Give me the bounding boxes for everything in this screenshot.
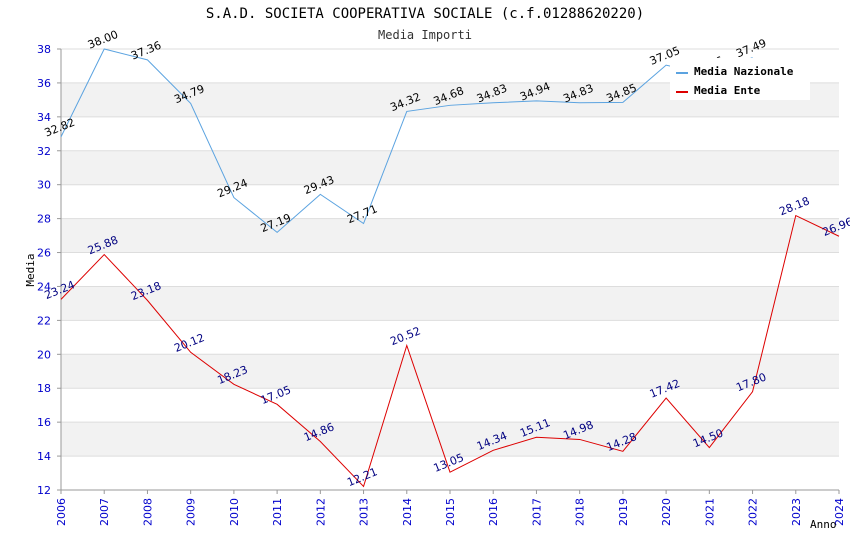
x-axis-ticks: 2006 2007 2008 2009 2010 2011 2012 2013 2014 2015… — [55, 490, 846, 526]
x-tick-label-2024: 2024 — [833, 498, 846, 526]
x-tick-label-2012: 2012 — [314, 498, 327, 526]
x-tick-label-2015: 2015 — [444, 498, 457, 526]
x-tick-label-2018: 2018 — [574, 498, 587, 526]
series-line-0 — [60, 48, 753, 234]
band-30 — [61, 150, 839, 185]
y-tick-label-34: 34 — [37, 111, 51, 124]
x-tick-label-2022: 2022 — [747, 498, 760, 526]
x-tick-label-2011: 2011 — [271, 498, 284, 526]
x-tick-label-2020: 2020 — [660, 498, 673, 526]
x-tick-label-2021: 2021 — [703, 498, 716, 526]
y-tick-label-20: 20 — [37, 348, 51, 361]
chart-subtitle: Media Importi — [378, 28, 472, 42]
x-tick-label-2010: 2010 — [228, 498, 241, 526]
x-tick-label-2013: 2013 — [358, 498, 371, 526]
y-tick-label-38: 38 — [37, 43, 51, 56]
band-26 — [61, 218, 839, 253]
x-tick-label-2016: 2016 — [487, 498, 500, 526]
x-tick-label-2023: 2023 — [790, 498, 803, 526]
x-tick-label-2019: 2019 — [617, 498, 630, 526]
legend-box — [670, 58, 810, 100]
y-axis-label: Media — [24, 253, 37, 286]
y-tick-label-22: 22 — [37, 314, 51, 327]
y-tick-label-18: 18 — [37, 382, 51, 395]
data-label-1-2014: 20.52 — [388, 324, 422, 348]
x-tick-label-2009: 2009 — [185, 498, 198, 526]
y-tick-label-26: 26 — [37, 247, 51, 260]
x-tick-label-2014: 2014 — [401, 498, 414, 526]
gridlines — [61, 48, 839, 491]
y-tick-label-36: 36 — [37, 77, 51, 90]
series-line-1 — [60, 214, 840, 488]
legend-label-ente: Media Ente — [694, 84, 761, 97]
x-tick-label-2007: 2007 — [98, 498, 111, 526]
data-label-0-2022: 37.49 — [734, 36, 768, 60]
band-18 — [61, 354, 839, 389]
y-tick-label-30: 30 — [37, 179, 51, 192]
y-tick-label-32: 32 — [37, 145, 51, 158]
legend-label-nazionale: Media Nazionale — [694, 65, 794, 78]
band-14 — [61, 422, 839, 457]
data-label-0-2007: 38.00 — [86, 28, 120, 52]
y-tick-label-24: 24 — [37, 280, 51, 293]
x-tick-label-2017: 2017 — [530, 498, 543, 526]
legend: Media Nazionale Media Ente — [670, 58, 810, 100]
y-tick-label-12: 12 — [37, 484, 51, 497]
y-axis-ticks: 12 14 16 18 20 22 24 26 28 30 32 34 36 38 — [37, 43, 61, 497]
background-bands — [61, 82, 839, 457]
y-tick-label-16: 16 — [37, 416, 51, 429]
y-tick-label-14: 14 — [37, 450, 51, 463]
x-axis-label: Anno — [810, 518, 837, 531]
data-label-0-2008: 37.36 — [129, 39, 163, 63]
x-tick-label-2008: 2008 — [141, 498, 154, 526]
band-22 — [61, 286, 839, 321]
y-tick-label-28: 28 — [37, 213, 51, 226]
x-tick-label-2006: 2006 — [55, 498, 68, 526]
chart-title: S.A.D. SOCIETA COOPERATIVA SOCIALE (c.f.… — [206, 6, 644, 22]
series-lines — [60, 48, 840, 488]
data-label-1-2023: 28.18 — [777, 194, 811, 218]
